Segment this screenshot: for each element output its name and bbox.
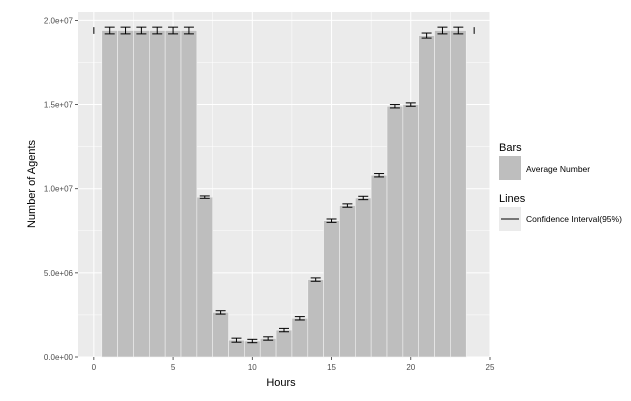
y-tick-label: 1.5e+07 bbox=[44, 101, 74, 110]
bar bbox=[196, 196, 213, 358]
bar bbox=[370, 174, 388, 358]
legend-bars-title: Bars bbox=[499, 142, 522, 154]
y-tick-label: 1.0e+07 bbox=[44, 185, 74, 194]
bar bbox=[355, 197, 372, 358]
y-tick-label: 2.0e+07 bbox=[44, 16, 74, 25]
x-tick-label: 20 bbox=[406, 363, 415, 372]
bar bbox=[101, 30, 118, 358]
bar bbox=[323, 220, 340, 358]
y-tick-label: 0.0e+00 bbox=[44, 353, 74, 362]
legend-lines-title: Lines bbox=[499, 193, 526, 205]
y-axis-title: Number of Agents bbox=[26, 139, 38, 228]
bar-series bbox=[101, 30, 467, 358]
bar bbox=[402, 104, 419, 358]
bar bbox=[275, 329, 293, 358]
x-tick-label: 10 bbox=[248, 363, 257, 372]
bar bbox=[133, 30, 150, 358]
bar bbox=[386, 105, 404, 358]
x-axis-ticks: 0 5 10 15 20 25 bbox=[92, 357, 495, 372]
bar bbox=[164, 30, 182, 358]
bar bbox=[259, 338, 277, 358]
x-tick-label: 5 bbox=[171, 363, 176, 372]
x-tick-label: 25 bbox=[486, 363, 495, 372]
bar bbox=[418, 35, 435, 358]
bar bbox=[228, 339, 245, 358]
bar bbox=[212, 312, 229, 358]
x-tick-label: 15 bbox=[327, 363, 336, 372]
bar bbox=[434, 30, 451, 358]
bar bbox=[307, 279, 324, 358]
y-tick-label: 5.0e+06 bbox=[44, 269, 74, 278]
legend-bars-label: Average Number bbox=[526, 164, 590, 174]
bar bbox=[149, 30, 166, 358]
legend: Bars Average Number Lines Confidence Int… bbox=[499, 142, 622, 231]
confidence-interval-series bbox=[93, 26, 475, 344]
x-tick-label: 0 bbox=[92, 363, 97, 372]
legend-bars-key bbox=[499, 156, 521, 180]
x-axis-title: Hours bbox=[266, 377, 296, 389]
y-axis-ticks: 0.0e+00 5.0e+06 1.0e+07 1.5e+07 2.0e+07 bbox=[44, 16, 78, 362]
bar bbox=[117, 30, 134, 358]
bar bbox=[180, 30, 198, 358]
bar bbox=[291, 317, 309, 358]
bar bbox=[450, 30, 467, 358]
bar bbox=[339, 205, 356, 358]
legend-lines-label: Confidence Interval(95%) bbox=[526, 214, 622, 224]
bar bbox=[244, 340, 261, 358]
